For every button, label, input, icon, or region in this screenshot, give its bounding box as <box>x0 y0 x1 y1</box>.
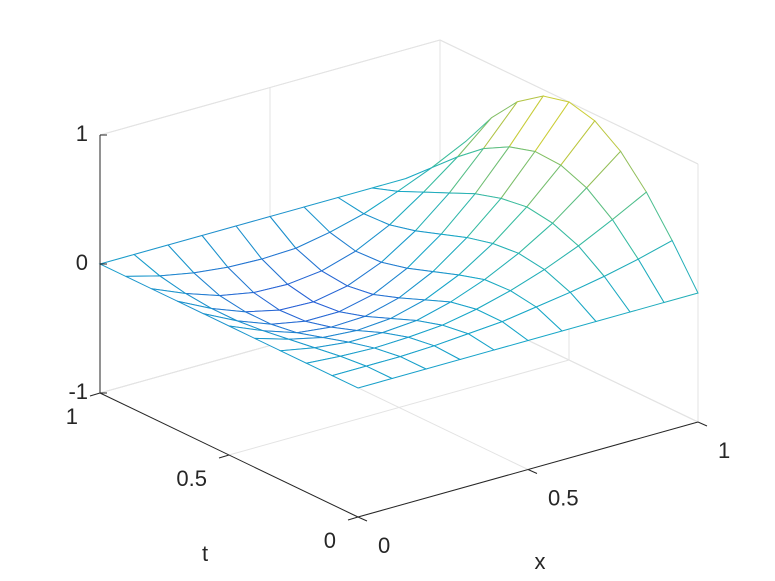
z-tick-label: -1 <box>68 379 88 404</box>
y-tick-label: 1 <box>66 404 78 429</box>
grid-line <box>228 359 570 456</box>
x-tick-label: 0 <box>378 533 390 558</box>
y-axis-label: t <box>202 541 208 566</box>
y-tick <box>89 392 101 397</box>
y-tick <box>347 516 359 521</box>
x-axis-label: x <box>535 549 546 574</box>
z-tick-label: 0 <box>76 250 88 275</box>
x-tick-label: 1 <box>718 438 730 463</box>
x-tick-label: 0.5 <box>548 485 579 510</box>
x-tick <box>527 469 538 474</box>
y-tick <box>218 454 230 459</box>
grid-line <box>99 39 441 136</box>
y-tick-label: 0 <box>324 528 336 553</box>
mesh-cell <box>330 365 394 389</box>
z-tick-label: 1 <box>76 121 88 146</box>
x-tick <box>697 421 708 427</box>
y-tick-label: 0.5 <box>176 466 207 491</box>
x-tick <box>357 516 368 522</box>
